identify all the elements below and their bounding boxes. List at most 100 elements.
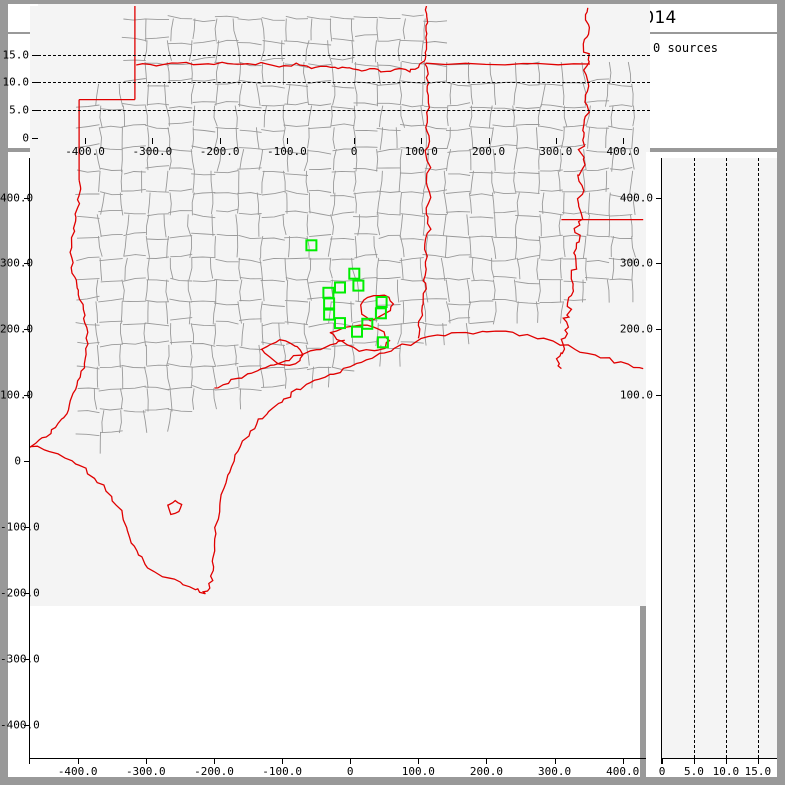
county-boundary bbox=[309, 212, 331, 216]
county-boundary bbox=[380, 127, 383, 150]
county-boundary bbox=[403, 301, 404, 323]
county-boundary bbox=[168, 122, 192, 124]
county-boundary bbox=[494, 192, 517, 194]
county-boundary bbox=[333, 84, 335, 106]
county-boundary bbox=[239, 235, 262, 238]
county-boundary bbox=[588, 193, 589, 215]
county-boundary bbox=[77, 216, 99, 218]
county-boundary bbox=[308, 127, 331, 129]
x-tick-label: 200.0 bbox=[472, 145, 505, 158]
county-boundary bbox=[489, 106, 492, 129]
county-boundary bbox=[239, 148, 262, 150]
county-boundary bbox=[99, 389, 123, 391]
county-boundary bbox=[239, 319, 262, 321]
county-boundary bbox=[355, 62, 356, 84]
county-boundary bbox=[257, 193, 258, 215]
county-boundary bbox=[193, 102, 216, 103]
county-boundary bbox=[193, 192, 215, 194]
county-boundary bbox=[285, 211, 308, 213]
county-boundary bbox=[467, 280, 469, 303]
county-boundary bbox=[191, 367, 192, 388]
county-boundary bbox=[236, 214, 238, 235]
county-boundary bbox=[424, 19, 425, 41]
county-boundary bbox=[214, 323, 216, 345]
county-boundary bbox=[398, 40, 400, 61]
county-boundary bbox=[514, 280, 516, 302]
county-boundary bbox=[630, 171, 633, 194]
county-boundary bbox=[401, 279, 424, 281]
lma-station-marker bbox=[352, 327, 362, 337]
axis-tick bbox=[486, 758, 487, 764]
county-boundary bbox=[307, 17, 331, 20]
county-boundary bbox=[630, 214, 632, 237]
county-boundary bbox=[100, 168, 123, 170]
county-boundary bbox=[378, 324, 401, 325]
county-boundary bbox=[514, 171, 516, 193]
county-boundary bbox=[193, 20, 215, 22]
county-boundary bbox=[189, 40, 192, 61]
county-boundary bbox=[331, 280, 355, 281]
county-boundary bbox=[96, 280, 97, 301]
county-boundary bbox=[145, 62, 147, 83]
county-boundary bbox=[168, 410, 172, 431]
county-boundary bbox=[494, 211, 517, 213]
county-boundary bbox=[192, 193, 194, 216]
county-boundary bbox=[377, 103, 401, 104]
county-boundary bbox=[238, 43, 262, 45]
county-boundary bbox=[144, 323, 146, 346]
county-boundary bbox=[610, 168, 632, 171]
county-boundary bbox=[332, 212, 355, 215]
county-boundary bbox=[124, 411, 146, 412]
county-boundary bbox=[191, 257, 215, 258]
county-boundary bbox=[562, 212, 586, 214]
county-boundary bbox=[284, 171, 286, 194]
county-boundary bbox=[240, 347, 262, 350]
county-boundary bbox=[588, 127, 590, 148]
axis-tick bbox=[656, 263, 662, 264]
county-boundary bbox=[239, 389, 262, 391]
county-boundary bbox=[424, 106, 447, 108]
x-tick-label: 400.0 bbox=[606, 765, 639, 778]
county-boundary bbox=[517, 258, 520, 279]
map-plot-area[interactable] bbox=[30, 6, 650, 606]
county-boundary bbox=[284, 41, 308, 44]
county-boundary bbox=[403, 19, 405, 40]
county-boundary bbox=[262, 105, 285, 106]
county-boundary bbox=[170, 254, 192, 257]
county-boundary bbox=[328, 367, 329, 388]
x-tick-label: 100.0 bbox=[405, 145, 438, 158]
gridline-horizontal bbox=[38, 110, 650, 111]
county-boundary bbox=[469, 236, 493, 237]
county-boundary bbox=[517, 301, 518, 323]
y-tick-label: 15.0 bbox=[0, 48, 29, 61]
county-boundary bbox=[124, 213, 146, 214]
county-boundary bbox=[122, 104, 146, 106]
county-boundary bbox=[94, 388, 96, 409]
county-boundary bbox=[609, 279, 632, 280]
county-boundary bbox=[262, 171, 264, 194]
county-boundary bbox=[380, 171, 383, 194]
x-tick-label: -300.0 bbox=[132, 145, 172, 158]
county-boundary bbox=[216, 84, 218, 106]
county-boundary bbox=[332, 259, 355, 260]
county-boundary bbox=[98, 210, 122, 211]
axis-tick bbox=[287, 138, 288, 144]
county-boundary bbox=[235, 345, 237, 366]
county-boundary bbox=[331, 124, 354, 126]
county-boundary bbox=[420, 258, 422, 281]
county-boundary bbox=[284, 125, 309, 126]
county-boundary bbox=[239, 62, 241, 85]
x-tick-label: 300.0 bbox=[538, 765, 571, 778]
county-boundary bbox=[307, 258, 311, 281]
county-boundary bbox=[262, 62, 263, 83]
county-boundary bbox=[171, 19, 174, 42]
county-boundary bbox=[145, 323, 169, 326]
axis-tick bbox=[418, 758, 419, 764]
county-boundary bbox=[216, 321, 239, 324]
county-boundary bbox=[211, 171, 212, 193]
county-boundary bbox=[539, 126, 563, 131]
y-tick-label: -200.0 bbox=[0, 587, 21, 600]
county-boundary bbox=[262, 214, 285, 217]
county-boundary bbox=[260, 258, 263, 281]
county-boundary bbox=[264, 106, 266, 128]
